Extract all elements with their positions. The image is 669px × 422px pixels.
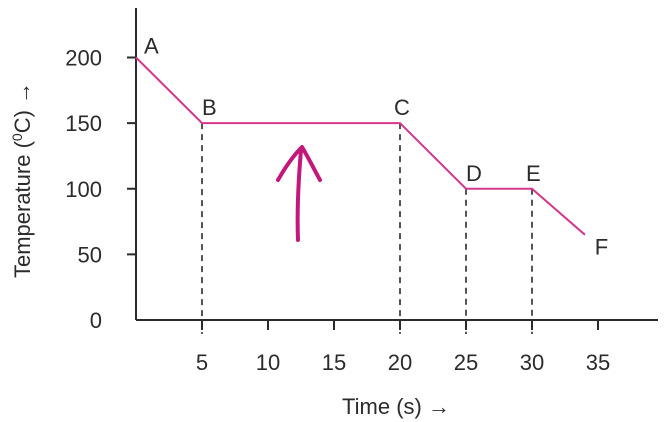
point-label-e: E bbox=[526, 161, 541, 186]
y-tick-label: 150 bbox=[65, 111, 102, 136]
y-ticks-group: 0 50 100 150 200 bbox=[65, 46, 136, 333]
x-axis-title: Time (s) → bbox=[342, 394, 450, 419]
y-axis-title-tail: C) → bbox=[10, 82, 35, 133]
x-tick-label: 15 bbox=[322, 350, 346, 375]
handwritten-arrow-annotation bbox=[276, 145, 322, 242]
data-point-a bbox=[135, 57, 137, 58]
data-point-d bbox=[465, 188, 467, 190]
series-group bbox=[135, 56, 586, 236]
data-point-f bbox=[584, 234, 586, 236]
y-axis-title-main: Temperature ( bbox=[10, 140, 35, 278]
x-tick-label: 35 bbox=[586, 350, 610, 375]
point-label-c: C bbox=[394, 95, 410, 120]
y-tick-label: 50 bbox=[78, 242, 102, 267]
y-tick-label: 0 bbox=[90, 308, 102, 333]
x-tick-label: 20 bbox=[388, 350, 412, 375]
point-label-b: B bbox=[202, 95, 217, 120]
point-label-f: F bbox=[595, 235, 608, 260]
point-labels-group: A B C D E F bbox=[144, 34, 608, 260]
x-tick-label: 5 bbox=[196, 350, 208, 375]
arrow-shaft bbox=[295, 148, 303, 242]
temperature-line bbox=[135, 56, 586, 236]
data-point-e bbox=[531, 188, 533, 190]
data-point-b bbox=[201, 122, 203, 124]
x-ticks-group: 5 10 15 20 25 30 35 bbox=[196, 320, 610, 375]
y-tick-label: 200 bbox=[65, 46, 102, 71]
x-tick-label: 10 bbox=[256, 350, 280, 375]
point-label-a: A bbox=[144, 34, 159, 59]
arrow-head bbox=[276, 145, 322, 182]
y-axis-title-superscript: 0 bbox=[9, 133, 25, 141]
data-point-c bbox=[399, 122, 401, 124]
y-tick-label: 100 bbox=[65, 177, 102, 202]
point-label-d: D bbox=[466, 161, 482, 186]
y-axis-title: Temperature (0C) → bbox=[9, 82, 35, 278]
dashed-drop-lines bbox=[201, 123, 533, 334]
x-tick-label: 25 bbox=[454, 350, 478, 375]
x-tick-label: 30 bbox=[520, 350, 544, 375]
